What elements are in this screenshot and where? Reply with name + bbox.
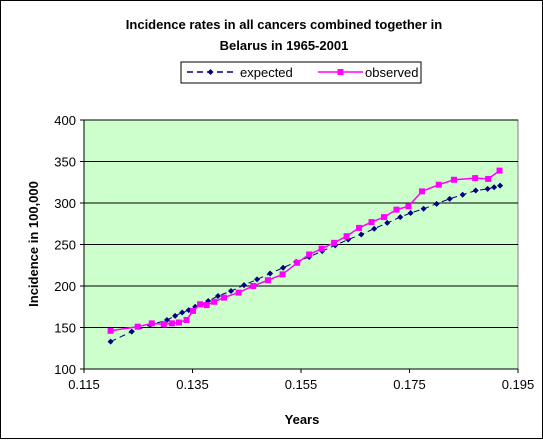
- observed-point: [148, 320, 155, 327]
- chart-title-line-1: Incidence rates in all cancers combined …: [126, 17, 442, 32]
- y-tick-label: 150: [54, 321, 76, 336]
- expected-point: [241, 282, 248, 289]
- x-tick-label: 0.175: [393, 377, 426, 392]
- observed-point: [250, 283, 257, 289]
- observed-point: [235, 289, 242, 296]
- observed-point: [356, 224, 363, 231]
- expected-point: [128, 328, 135, 335]
- observed-point: [107, 327, 114, 334]
- observed-point: [183, 317, 190, 324]
- x-axis: 0.115 0.135 0.155 0.175 0.195: [68, 368, 535, 392]
- observed-point: [211, 298, 218, 305]
- observed-point: [450, 176, 457, 183]
- legend-marker-shape: [207, 69, 214, 75]
- observed-point: [220, 294, 227, 301]
- expected-point: [459, 191, 466, 198]
- expected-point: [214, 292, 221, 299]
- expected-point: [358, 231, 365, 238]
- expected-point: [384, 219, 391, 226]
- legend-marker-expected: [207, 69, 214, 75]
- legend-marker-shape: [337, 69, 344, 75]
- observed-point: [203, 302, 210, 309]
- y-tick-label: 350: [54, 155, 76, 170]
- expected-point: [280, 264, 287, 271]
- expected-point: [433, 200, 440, 207]
- y-tick-label: 200: [54, 279, 76, 294]
- observed-point: [264, 277, 271, 284]
- observed-point: [472, 175, 479, 182]
- expected-point: [254, 276, 261, 283]
- expected-point: [497, 182, 504, 189]
- x-axis-label: Years: [285, 412, 320, 427]
- observed-point: [418, 188, 425, 195]
- chart-title-line-2: Belarus in 1965-2001: [220, 38, 349, 53]
- expected-point: [371, 225, 378, 232]
- expected-point: [446, 195, 453, 202]
- observed-point: [160, 321, 167, 328]
- grid-lines: [84, 119, 518, 328]
- observed-point: [168, 320, 175, 327]
- series-layer: [107, 167, 504, 345]
- legend-label-observed: observed: [365, 65, 418, 80]
- expected-point: [267, 270, 274, 277]
- y-axis-label: Incidence in 100,000: [26, 181, 41, 307]
- observed-point: [343, 233, 350, 240]
- legend-label-expected: expected: [240, 65, 293, 80]
- observed-point: [134, 323, 141, 330]
- expected-point: [179, 309, 186, 316]
- observed-point: [381, 214, 388, 221]
- observed-point: [175, 319, 182, 326]
- legend-box: [180, 61, 422, 84]
- expected-point: [172, 312, 179, 319]
- expected-point: [228, 287, 235, 294]
- x-tick-label: 0.155: [285, 377, 318, 392]
- y-tick-label: 400: [54, 113, 76, 128]
- y-tick-label: 250: [54, 238, 76, 253]
- chart-title: Incidence rates in all cancers combined …: [126, 17, 442, 53]
- expected-point: [407, 209, 414, 216]
- observed-point: [294, 259, 301, 266]
- observed-point: [306, 251, 313, 258]
- observed-point: [190, 307, 197, 314]
- observed-point: [405, 203, 412, 210]
- observed-point: [331, 239, 338, 246]
- series-observed: [107, 167, 503, 334]
- observed-point: [485, 175, 492, 182]
- expected-point: [491, 184, 498, 191]
- expected-point: [420, 205, 427, 212]
- expected-point: [472, 187, 479, 194]
- y-tick-label: 300: [54, 196, 76, 211]
- observed-point: [197, 301, 204, 308]
- expected-line: [110, 185, 501, 343]
- observed-point: [393, 206, 400, 213]
- legend: expected observed: [180, 61, 422, 84]
- expected-point: [397, 214, 404, 221]
- legend-marker-observed: [337, 69, 344, 75]
- x-tick-label: 0.195: [502, 377, 535, 392]
- expected-point: [484, 185, 491, 192]
- y-tick-label: 100: [54, 362, 76, 377]
- expected-point: [107, 338, 114, 345]
- observed-point: [279, 271, 286, 278]
- observed-point: [368, 219, 375, 226]
- x-tick-label: 0.115: [68, 377, 100, 392]
- x-tick-label: 0.135: [176, 377, 209, 392]
- observed-point: [318, 245, 325, 252]
- observed-point: [496, 167, 503, 174]
- y-axis: 100 150 200 250 300 350 400: [54, 113, 85, 377]
- observed-point: [435, 181, 442, 188]
